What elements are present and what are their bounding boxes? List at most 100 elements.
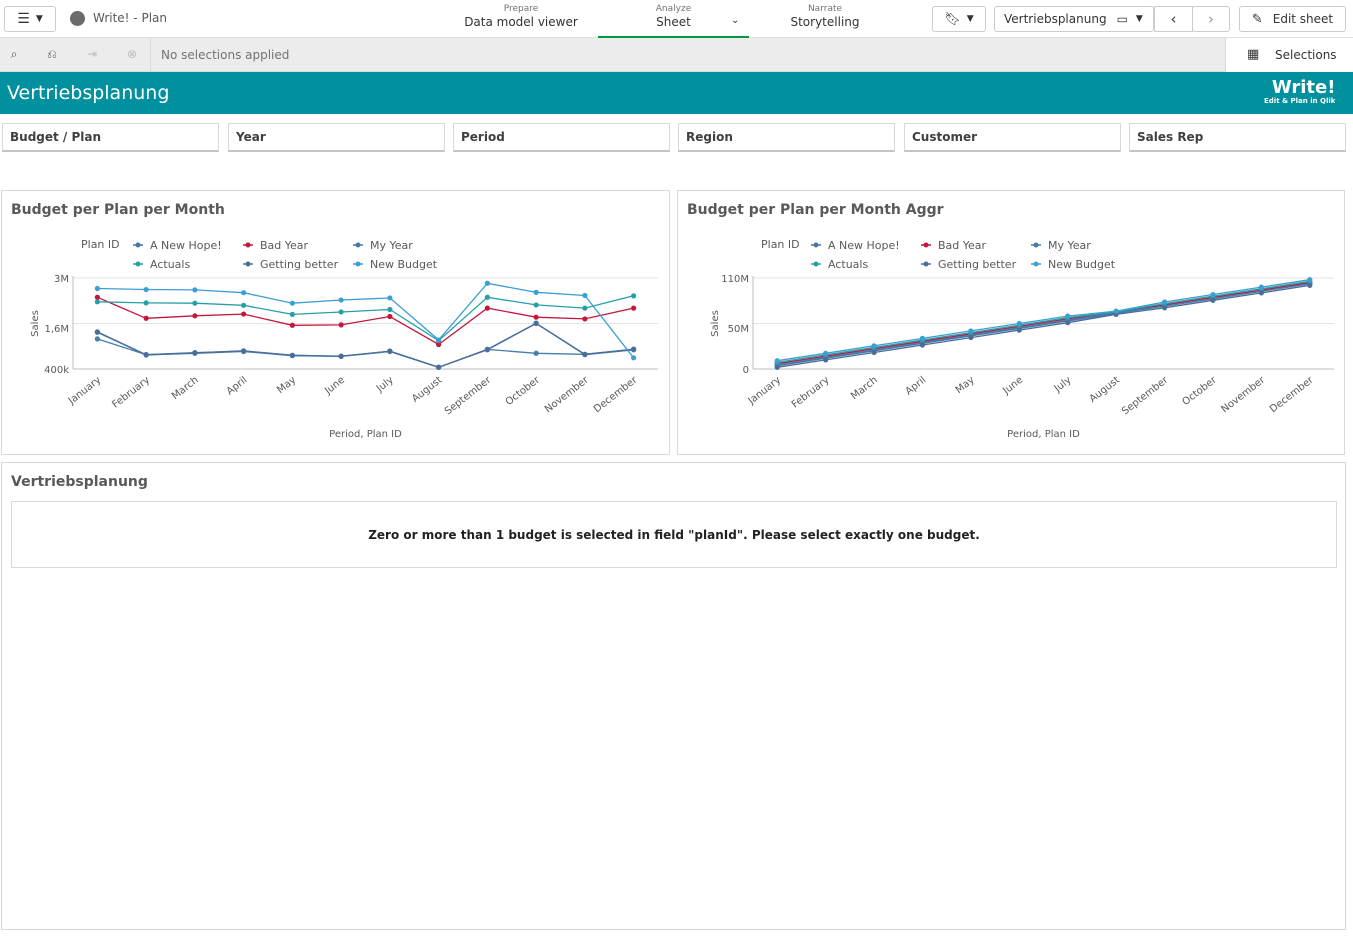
legend-marker-bad-year xyxy=(923,242,929,248)
sheet-selector[interactable]: Vertriebsplanung ▭ ▼ xyxy=(994,6,1154,32)
data-point-new-budget xyxy=(94,285,100,292)
line-chart[interactable]: Plan ID A New Hope! Bad Year My Year Actuals… xyxy=(678,191,1344,454)
edit-sheet-button[interactable]: ✎ Edit sheet xyxy=(1239,6,1346,32)
data-point-new-budget xyxy=(143,286,149,293)
legend-label-getting-better: Getting better xyxy=(260,258,339,271)
x-tick-label: July xyxy=(1052,375,1074,395)
sheet-title: Vertriebsplanung xyxy=(7,82,170,104)
data-point-bad-year xyxy=(143,315,149,321)
tab-prepare[interactable]: Prepare Data model viewer xyxy=(460,4,582,38)
main-menu-button[interactable]: ☰ ▼ xyxy=(4,6,56,32)
filter-year[interactable]: Year xyxy=(228,123,445,152)
x-tick-label: April xyxy=(904,375,929,398)
legend-marker-actuals xyxy=(135,261,141,267)
divider xyxy=(150,38,151,72)
budget-selection-message: Zero or more than 1 budget is selected i… xyxy=(11,501,1337,568)
data-point-new-budget xyxy=(338,297,344,303)
vertriebsplanung-panel: Vertriebsplanung Zero or more than 1 bud… xyxy=(1,462,1346,930)
bookmark-button[interactable]: 🔖︎ ▼ xyxy=(932,6,986,32)
line-chart[interactable]: Plan ID A New Hope! Bad Year My Year Actuals… xyxy=(2,191,669,454)
series-line-new-budget xyxy=(777,279,1310,362)
chevron-down-icon[interactable]: ⌄ xyxy=(731,15,740,26)
y-tick-label: 1,6M xyxy=(44,324,69,335)
series-line-getting-better xyxy=(97,322,634,368)
x-tick-label: March xyxy=(849,375,880,402)
x-tick-label: December xyxy=(1268,374,1316,415)
data-point-actuals xyxy=(192,300,198,306)
x-tick-label: May xyxy=(954,375,977,396)
tab-prepare-label: Data model viewer xyxy=(464,15,578,29)
next-sheet-button[interactable]: › xyxy=(1192,6,1230,32)
filter-period[interactable]: Period xyxy=(453,123,670,152)
tab-prepare-small: Prepare xyxy=(503,4,539,14)
x-tick-label: November xyxy=(543,374,591,415)
series-line-my-year xyxy=(777,283,1310,366)
filter-customer[interactable]: Customer xyxy=(904,123,1121,152)
data-point-new-budget xyxy=(582,292,588,299)
data-point-actuals xyxy=(631,293,637,299)
chevron-down-icon: ▼ xyxy=(35,14,43,24)
y-axis-title: Sales xyxy=(30,310,41,337)
y-tick-label: 0 xyxy=(743,365,749,376)
data-point-new-budget xyxy=(823,350,829,356)
data-point-bad-year xyxy=(631,305,637,311)
x-tick-label: January xyxy=(746,375,783,408)
clear-selections-icon[interactable]: ⊗ xyxy=(126,47,138,61)
data-point-getting-better xyxy=(241,348,247,354)
data-point-bad-year xyxy=(436,341,442,348)
data-point-actuals xyxy=(533,302,539,308)
data-point-getting-better xyxy=(484,346,490,352)
data-point-actuals xyxy=(484,294,490,300)
legend-marker-my-year xyxy=(1033,242,1039,248)
sheet-icon: ▭ xyxy=(1116,12,1128,26)
data-point-actuals xyxy=(289,311,295,317)
data-point-bad-year xyxy=(387,313,393,320)
data-point-getting-better xyxy=(1258,290,1264,296)
data-point-getting-better xyxy=(1161,305,1168,311)
selections-label: Selections xyxy=(1275,48,1337,62)
legend-label-my-year: My Year xyxy=(370,239,413,252)
data-point-getting-better xyxy=(338,353,344,359)
data-point-new-budget xyxy=(387,295,393,301)
edit-sheet-label: Edit sheet xyxy=(1272,12,1334,26)
x-tick-label: October xyxy=(504,374,543,408)
filter-budget-plan[interactable]: Budget / Plan xyxy=(2,123,219,152)
selection-status: No selections applied xyxy=(161,48,290,62)
data-point-getting-better xyxy=(387,348,393,354)
legend-label-new-budget: New Budget xyxy=(1048,258,1116,271)
smart-search-icon[interactable]: ⌕ xyxy=(10,47,18,61)
pencil-icon: ✎ xyxy=(1251,11,1263,27)
logo-main: Write! xyxy=(1271,77,1336,98)
legend-label-actuals: Actuals xyxy=(828,258,868,271)
filter-region[interactable]: Region xyxy=(678,123,895,152)
chart-panel-budget-per-month[interactable]: Budget per Plan per Month Plan ID A New H… xyxy=(1,190,670,455)
data-point-getting-better xyxy=(1210,297,1216,303)
chart-title: Budget per Plan per Month xyxy=(11,202,225,218)
x-axis-title: Period, Plan ID xyxy=(1007,429,1080,440)
legend-label-getting-better: Getting better xyxy=(938,258,1017,271)
tab-analyze[interactable]: Analyze Sheet xyxy=(598,4,749,38)
legend-label-bad-year: Bad Year xyxy=(938,239,987,252)
chart-panel-budget-aggr[interactable]: Budget per Plan per Month Aggr Plan ID A … xyxy=(677,190,1345,455)
data-point-new-budget xyxy=(1016,320,1022,327)
tab-narrate[interactable]: Narrate Storytelling xyxy=(772,4,878,38)
series-line-actuals xyxy=(777,280,1310,364)
data-point-actuals xyxy=(143,300,149,306)
data-point-new-budget xyxy=(533,289,539,295)
data-point-bad-year xyxy=(289,322,295,328)
data-point-getting-better xyxy=(192,350,198,356)
filter-sales-rep[interactable]: Sales Rep xyxy=(1129,123,1346,152)
data-point-getting-better xyxy=(823,357,829,363)
data-point-new-budget xyxy=(1210,291,1216,298)
legend-label-a-new-hope: A New Hope! xyxy=(828,239,900,252)
app-title: Write! - Plan xyxy=(93,11,167,25)
selection-back-icon[interactable]: ⎌ xyxy=(47,47,57,61)
x-tick-label: August xyxy=(410,375,444,405)
data-point-bad-year xyxy=(484,305,490,311)
previous-sheet-button[interactable]: ‹ xyxy=(1154,6,1193,32)
write-logo: Write! Edit & Plan in Qlik xyxy=(1264,78,1335,106)
selections-button[interactable]: ▦ Selections xyxy=(1225,38,1353,72)
x-tick-label: July xyxy=(374,375,396,395)
selection-forward-icon[interactable]: ⇥ xyxy=(86,47,98,61)
data-point-getting-better xyxy=(582,351,588,357)
